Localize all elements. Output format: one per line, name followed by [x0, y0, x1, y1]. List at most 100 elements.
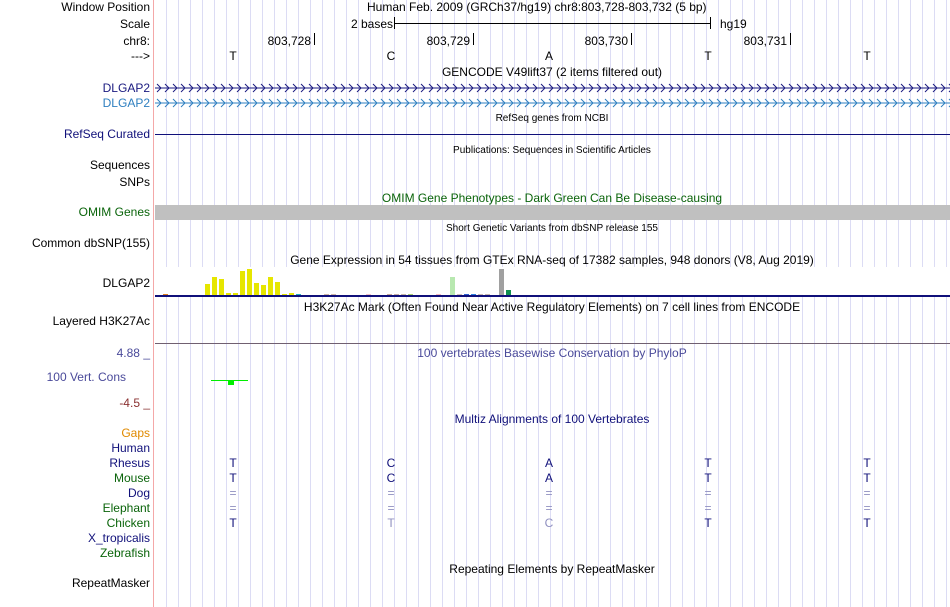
alignment-base: = — [704, 486, 712, 500]
alignment-base: T — [704, 456, 712, 470]
scale-text: 2 bases — [350, 17, 393, 31]
label-species-elephant[interactable]: Elephant — [102, 501, 150, 515]
label-species-rhesus[interactable]: Rhesus — [109, 456, 150, 470]
dlgap2-transcript-2[interactable] — [155, 98, 950, 108]
window-position-title: Human Feb. 2009 (GRCh37/hg19) chr8:803,7… — [367, 0, 707, 14]
alignment-base: T — [229, 456, 237, 470]
gtex-tissue-bar[interactable] — [163, 294, 168, 295]
label-species-chicken[interactable]: Chicken — [106, 516, 150, 530]
label-chrom: chr8: — [123, 34, 150, 48]
alignment-base: T — [704, 471, 712, 485]
gtex-tissue-bar[interactable] — [261, 285, 266, 295]
position-tick — [314, 33, 315, 45]
cons-max-label: 4.88 _ — [116, 346, 150, 360]
gtex-tissue-bar[interactable] — [366, 294, 371, 295]
label-sequences[interactable]: Sequences — [89, 158, 150, 172]
label-species-mouse[interactable]: Mouse — [113, 471, 150, 485]
gencode-title: GENCODE V49lift37 (2 items filtered out) — [441, 65, 663, 79]
omim-title: OMIM Gene Phenotypes - Dark Green Can Be… — [381, 191, 723, 205]
gtex-bar-chart[interactable] — [155, 267, 950, 295]
alignment-base: C — [386, 471, 396, 485]
gtex-tissue-bar[interactable] — [331, 294, 336, 295]
gtex-tissue-bar[interactable] — [240, 271, 245, 295]
alignment-base: T — [229, 471, 237, 485]
alignment-base: T — [863, 516, 871, 530]
gtex-tissue-bar[interactable] — [485, 294, 490, 295]
alignment-base: = — [387, 501, 395, 515]
gtex-tissue-bar[interactable] — [457, 294, 462, 295]
gtex-tissue-bar[interactable] — [408, 294, 413, 295]
alignment-base: = — [545, 501, 553, 515]
gtex-tissue-bar[interactable] — [282, 294, 287, 295]
gtex-tissue-bar[interactable] — [268, 277, 273, 295]
label-common-dbsnp[interactable]: Common dbSNP(155) — [31, 236, 150, 250]
gtex-tissue-bar[interactable] — [254, 283, 259, 295]
gtex-tissue-bar[interactable] — [324, 294, 329, 295]
label-window-position: Window Position — [61, 0, 150, 14]
gtex-tissue-bar[interactable] — [296, 294, 301, 295]
gtex-tissue-bar[interactable] — [401, 294, 406, 295]
scale-bar — [395, 23, 711, 24]
reference-base: C — [386, 49, 396, 63]
gtex-title: Gene Expression in 54 tissues from GTEx … — [290, 253, 814, 267]
gtex-tissue-bar[interactable] — [275, 282, 280, 295]
gtex-tissue-bar[interactable] — [212, 277, 217, 295]
gtex-tissue-bar[interactable] — [464, 294, 469, 295]
position-tick — [790, 33, 791, 45]
label-gtex-dlgap2[interactable]: DLGAP2 — [102, 276, 150, 290]
tracks-area[interactable]: Human Feb. 2009 (GRCh37/hg19) chr8:803,7… — [155, 0, 950, 607]
refseq-gene-line[interactable] — [155, 134, 950, 135]
multiz-title: Multiz Alignments of 100 Vertebrates — [454, 412, 650, 426]
gtex-tissue-bar[interactable] — [450, 277, 455, 295]
gtex-tissue-bar[interactable] — [219, 279, 224, 295]
alignment-base: T — [863, 471, 871, 485]
label-layered-h3k27ac[interactable]: Layered H3K27Ac — [52, 314, 150, 328]
alignment-base: = — [704, 501, 712, 515]
label-repeatmasker[interactable]: RepeatMasker — [71, 576, 150, 590]
gtex-tissue-bar[interactable] — [506, 290, 511, 295]
h3k27ac-baseline — [155, 343, 950, 344]
cons-score-mark — [228, 380, 234, 385]
alignment-base: C — [544, 516, 554, 530]
gtex-tissue-bar[interactable] — [226, 293, 231, 295]
gencode-genes[interactable] — [155, 83, 950, 109]
label-species-human[interactable]: Human — [111, 441, 150, 455]
gtex-tissue-bar[interactable] — [205, 284, 210, 295]
position-tick — [473, 33, 474, 45]
gtex-tissue-bar[interactable] — [499, 269, 504, 295]
gtex-tissue-bar[interactable] — [247, 269, 252, 295]
label-refseq-curated[interactable]: RefSeq Curated — [63, 127, 150, 141]
label-species-gaps[interactable]: Gaps — [121, 426, 150, 440]
reference-base: T — [229, 49, 237, 63]
gtex-tissue-bar[interactable] — [289, 293, 294, 295]
cons-min-label: -4.5 _ — [119, 396, 150, 410]
publications-title: Publications: Sequences in Scientific Ar… — [453, 145, 651, 156]
label-snps[interactable]: SNPs — [119, 175, 150, 189]
label-100-vert-cons[interactable]: 100 Vert. Cons — [46, 370, 126, 384]
label-dlgap2-gencode-2[interactable]: DLGAP2 — [102, 96, 150, 110]
alignment-base: C — [386, 456, 396, 470]
label-species-x_tropicalis[interactable]: X_tropicalis — [87, 531, 150, 545]
gtex-tissue-bar[interactable] — [478, 294, 483, 295]
reference-base: T — [704, 49, 712, 63]
alignment-base: A — [544, 471, 554, 485]
alignment-base: = — [863, 501, 871, 515]
label-species-zebrafish[interactable]: Zebrafish — [99, 546, 150, 560]
position-label: 803,731 — [743, 34, 787, 48]
label-omim-genes[interactable]: OMIM Genes — [78, 205, 150, 219]
gtex-tissue-bar[interactable] — [436, 294, 441, 295]
gtex-tissue-bar[interactable] — [233, 293, 238, 295]
track-labels-column: Window Position Scale chr8: ---> DLGAP2 … — [0, 0, 154, 607]
gtex-tissue-bar[interactable] — [471, 294, 476, 295]
gtex-tissue-bar[interactable] — [394, 294, 399, 295]
alignment-base: T — [704, 516, 712, 530]
label-dlgap2-gencode[interactable]: DLGAP2 — [102, 81, 150, 95]
scale-tick-right — [710, 17, 711, 29]
gtex-tissue-bar[interactable] — [387, 294, 392, 295]
label-species-dog[interactable]: Dog — [127, 486, 150, 500]
dlgap2-transcript-1[interactable] — [155, 83, 950, 93]
assembly-label: hg19 — [720, 17, 747, 31]
dbsnp-title: Short Genetic Variants from dbSNP releas… — [446, 223, 658, 234]
omim-gene-bar[interactable] — [155, 205, 950, 220]
alignment-base: = — [387, 486, 395, 500]
